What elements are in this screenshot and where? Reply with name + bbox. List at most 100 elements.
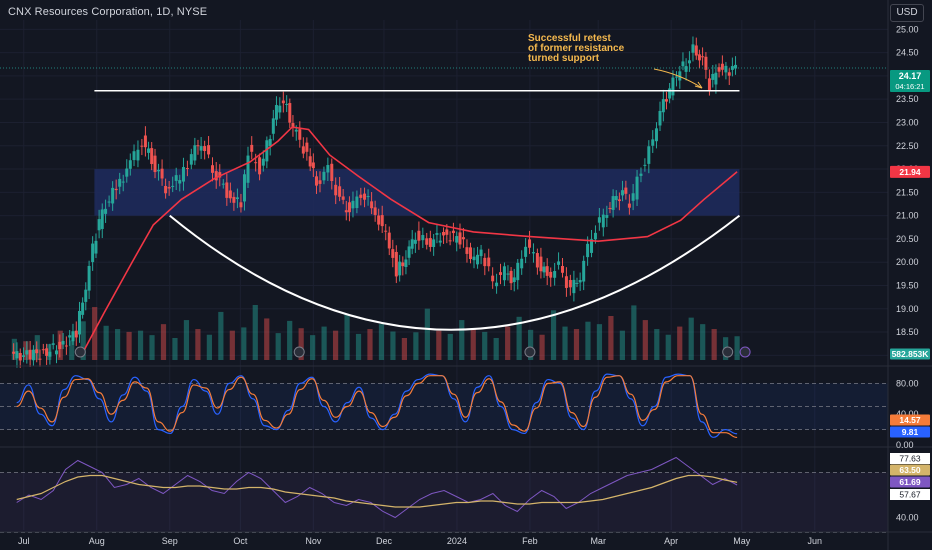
rsi-ma-line — [16, 474, 738, 508]
candle-body — [487, 257, 491, 267]
candle-body — [64, 345, 68, 347]
rsi-b-badge: 63.50 — [899, 465, 921, 475]
candle-body — [258, 157, 262, 175]
candle-body — [694, 45, 698, 56]
candle-body — [468, 247, 472, 260]
volume-bar — [665, 334, 671, 360]
earnings-event-icon — [524, 346, 536, 358]
candle-body — [643, 164, 647, 166]
volume-bar — [275, 333, 281, 360]
candle-body — [545, 266, 549, 276]
candle-body — [189, 154, 193, 165]
candle-body — [654, 128, 658, 142]
candle-body — [232, 196, 236, 203]
candle-body — [18, 352, 22, 361]
candle-body — [61, 340, 65, 345]
volume-bar — [619, 330, 625, 360]
volume-bar — [298, 328, 304, 360]
volume-bar — [608, 316, 614, 360]
candle-body — [597, 217, 601, 223]
volume-bar — [711, 329, 717, 360]
candle-body — [77, 310, 81, 335]
candle-body — [147, 148, 151, 153]
candle-body — [671, 77, 675, 96]
annotation-line-2: of former resistance — [528, 43, 625, 54]
volume-bar — [585, 321, 591, 360]
candle-body — [549, 271, 553, 278]
candle-body — [472, 256, 476, 261]
time-axis-tick: Nov — [305, 536, 322, 546]
volume-bar — [401, 338, 408, 360]
volume-badge: 582.853K — [892, 349, 930, 359]
candle-body — [305, 142, 309, 152]
candle-body — [271, 118, 275, 134]
rsi-c-badge-bg — [890, 476, 930, 488]
candle-body — [704, 56, 708, 70]
volume-bar — [321, 326, 327, 360]
candle-body — [553, 271, 557, 278]
candle-body — [425, 238, 429, 245]
candle-body — [100, 209, 104, 229]
time-axis-tick: Dec — [376, 536, 393, 546]
candle-body — [720, 63, 724, 70]
volume-bar — [413, 332, 419, 360]
candle-body — [681, 61, 685, 67]
price-axis-tick: 18.50 — [896, 327, 919, 337]
candle-body — [617, 199, 621, 202]
candle-body — [298, 129, 302, 140]
candle-body — [58, 341, 62, 350]
volume-bar — [390, 331, 396, 360]
candle-body — [432, 239, 436, 247]
time-axis-tick: Feb — [522, 536, 538, 546]
candle-body — [370, 201, 374, 209]
candle-body — [35, 349, 39, 354]
candle-body — [31, 349, 35, 361]
candle-body — [246, 155, 250, 183]
candle-body — [218, 172, 222, 178]
candle-body — [167, 187, 171, 189]
currency-button[interactable]: USD — [890, 4, 924, 22]
earnings-event-icon — [293, 346, 305, 358]
price-axis-tick: 19.50 — [896, 280, 919, 290]
volume-bar — [573, 329, 580, 360]
candle-body — [413, 239, 417, 244]
candle-body — [288, 103, 292, 123]
candle-body — [91, 243, 95, 263]
candle-body — [661, 99, 665, 113]
candle-body — [322, 171, 326, 181]
candle-body — [71, 331, 75, 342]
volume-bar — [103, 325, 109, 360]
annotation-arrow — [653, 68, 703, 89]
volume-bar — [137, 330, 144, 360]
ma-badge: 21.94 — [899, 167, 921, 177]
candle-body — [87, 265, 91, 291]
rsi-a-badge-bg — [890, 453, 930, 464]
time-axis-tick: 2024 — [447, 536, 467, 546]
candle-body — [384, 230, 388, 232]
annotation-line-3: turned support — [528, 53, 600, 64]
candle-body — [611, 196, 615, 210]
candle-body — [455, 236, 459, 243]
candle-body — [531, 252, 535, 254]
candle-body — [377, 215, 381, 225]
candle-body — [143, 135, 147, 148]
candle-body — [590, 239, 594, 253]
candle-body — [84, 289, 88, 302]
price-axis-tick: 24.50 — [896, 48, 919, 58]
candle-body — [461, 237, 465, 240]
candle-body — [94, 240, 98, 254]
candle-body — [691, 44, 695, 53]
volume-bar — [126, 331, 132, 360]
candle-body — [717, 67, 721, 72]
candle-body — [363, 193, 367, 200]
volume-bar — [310, 335, 316, 360]
candle-body — [572, 279, 576, 294]
candle-body — [15, 351, 19, 359]
candle-body — [74, 330, 78, 338]
candle-body — [724, 65, 728, 73]
candle-body — [578, 280, 582, 283]
candle-body — [341, 196, 345, 200]
candle-body — [301, 146, 305, 154]
candle-body — [394, 251, 398, 277]
